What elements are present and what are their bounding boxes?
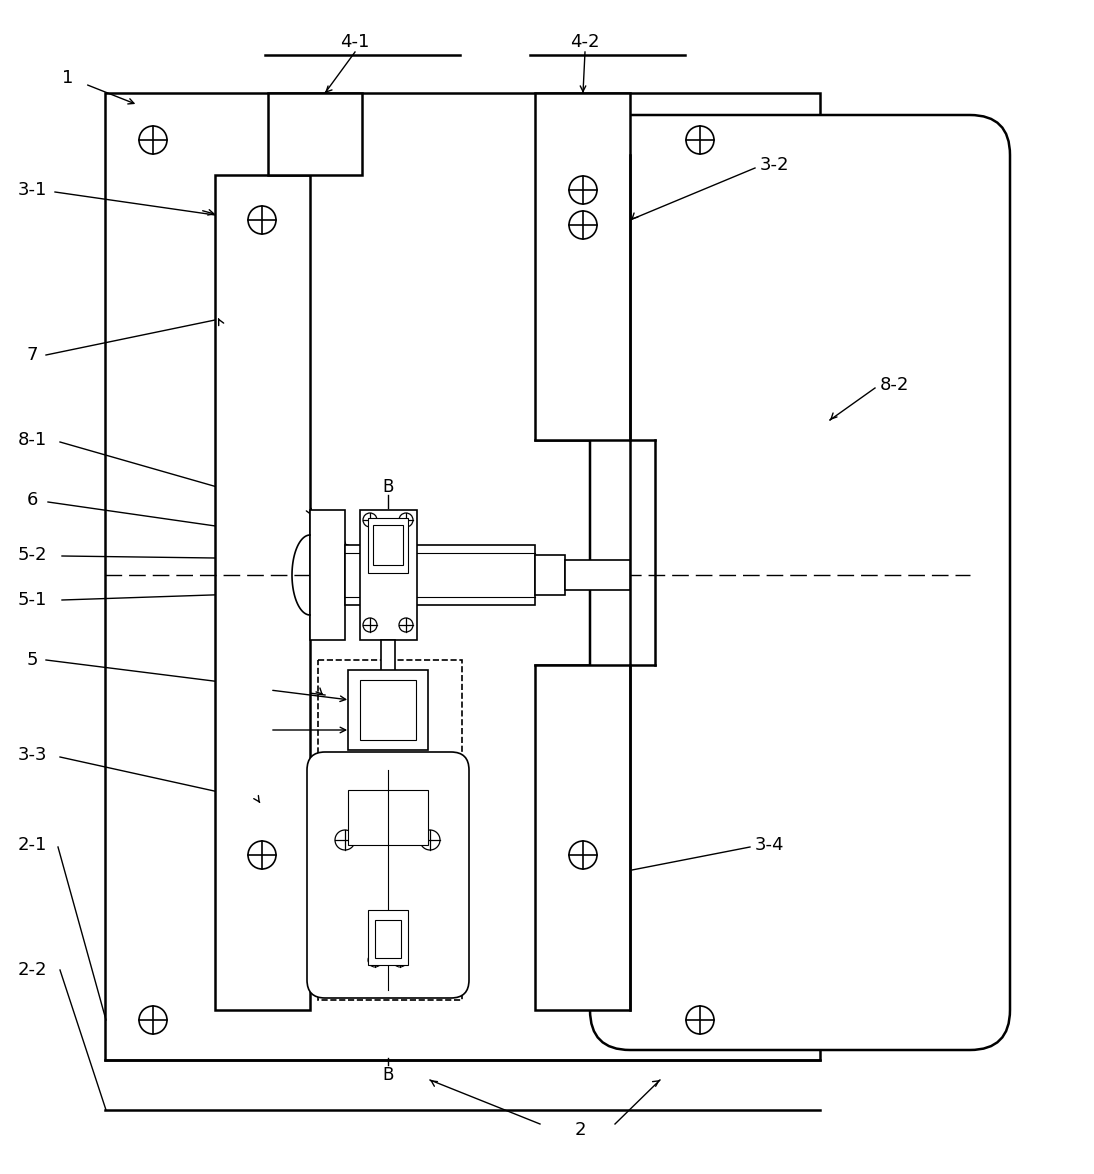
FancyBboxPatch shape — [307, 753, 469, 998]
Bar — [373, 525, 403, 565]
Text: 4-2: 4-2 — [570, 33, 600, 50]
Text: 3-1: 3-1 — [18, 181, 47, 200]
Text: 1: 1 — [62, 69, 73, 87]
Bar — [348, 670, 428, 750]
Text: B: B — [382, 478, 394, 495]
Bar — [360, 510, 417, 640]
Bar — [348, 790, 428, 845]
Text: 5: 5 — [26, 652, 38, 669]
Bar — [565, 560, 630, 591]
Text: 7: 7 — [26, 346, 38, 364]
Text: 4-1: 4-1 — [340, 33, 370, 50]
Text: 2-2: 2-2 — [18, 962, 47, 979]
Text: 5-2: 5-2 — [18, 546, 47, 564]
Bar — [535, 555, 565, 595]
Bar — [381, 640, 395, 730]
Bar — [535, 664, 630, 1010]
Bar — [216, 175, 310, 1010]
Bar — [368, 518, 408, 573]
Text: 2-1: 2-1 — [18, 836, 47, 853]
Bar — [345, 545, 535, 605]
Text: 3-2: 3-2 — [760, 156, 790, 174]
Text: 8-1: 8-1 — [18, 431, 47, 448]
Text: 5-1: 5-1 — [18, 591, 47, 609]
Text: 2: 2 — [574, 1121, 585, 1139]
Text: B: B — [382, 1066, 394, 1084]
Bar — [360, 680, 416, 740]
Bar — [535, 93, 630, 440]
FancyBboxPatch shape — [590, 115, 1010, 1050]
Text: 3-4: 3-4 — [755, 836, 784, 853]
Bar — [318, 660, 462, 1000]
Text: 8-2: 8-2 — [880, 376, 909, 394]
Bar — [368, 910, 408, 965]
Bar — [105, 93, 820, 1060]
Text: 6: 6 — [26, 491, 37, 510]
Bar — [375, 920, 401, 958]
Text: 3-3: 3-3 — [18, 745, 47, 764]
Bar — [268, 93, 362, 175]
Bar — [310, 510, 345, 640]
